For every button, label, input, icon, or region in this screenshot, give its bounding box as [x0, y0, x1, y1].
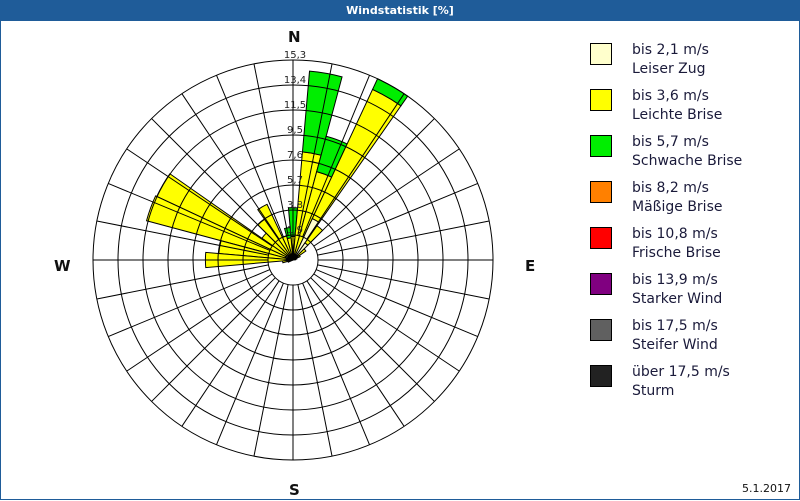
legend-swatch: [590, 181, 612, 203]
ring-labels: 1,9 3,8 5,7 7,6 9,5 11,5 13,4 15,3: [284, 50, 306, 236]
legend-label: bis 3,6 m/s Leichte Brise: [632, 88, 723, 123]
legend-label: bis 17,5 m/s Steifer Wind: [632, 318, 718, 353]
legend-swatch: [590, 227, 612, 249]
date-label: 5.1.2017: [742, 482, 791, 495]
compass-west: W: [54, 257, 71, 275]
legend-swatch: [590, 43, 612, 65]
compass-east: E: [525, 257, 536, 275]
legend-label: bis 13,9 m/s Starker Wind: [632, 272, 723, 307]
ring-label: 7,6: [287, 150, 303, 161]
ring-label: 5,7: [287, 175, 303, 186]
compass-south: S: [289, 481, 300, 499]
ring-label: 3,8: [287, 200, 303, 211]
legend-label: bis 2,1 m/s Leiser Zug: [632, 42, 709, 77]
polar-grid: [92, 59, 494, 461]
legend-label: über 17,5 m/s Sturm: [632, 364, 730, 399]
ring-label: 9,5: [287, 125, 303, 136]
legend-swatch: [590, 273, 612, 295]
wind-sector: [296, 248, 307, 257]
legend-label: bis 5,7 m/s Schwache Brise: [632, 134, 743, 169]
ring-label: 15,3: [284, 50, 306, 61]
compass-north: N: [288, 28, 301, 46]
ring-label: 1,9: [287, 225, 303, 236]
legend-label: bis 10,8 m/s Frische Brise: [632, 226, 721, 261]
window-title: Windstatistik [%]: [1, 1, 799, 21]
legend-label: bis 8,2 m/s Mäßige Brise: [632, 180, 723, 215]
legend-swatch: [590, 89, 612, 111]
wind-sector: [292, 258, 297, 261]
ring-label: 11,5: [284, 100, 306, 111]
legend-swatch: [590, 365, 612, 387]
ring-label: 13,4: [284, 75, 306, 86]
legend-swatch: [590, 319, 612, 341]
legend-swatch: [590, 135, 612, 157]
wind-sector: [287, 260, 292, 263]
